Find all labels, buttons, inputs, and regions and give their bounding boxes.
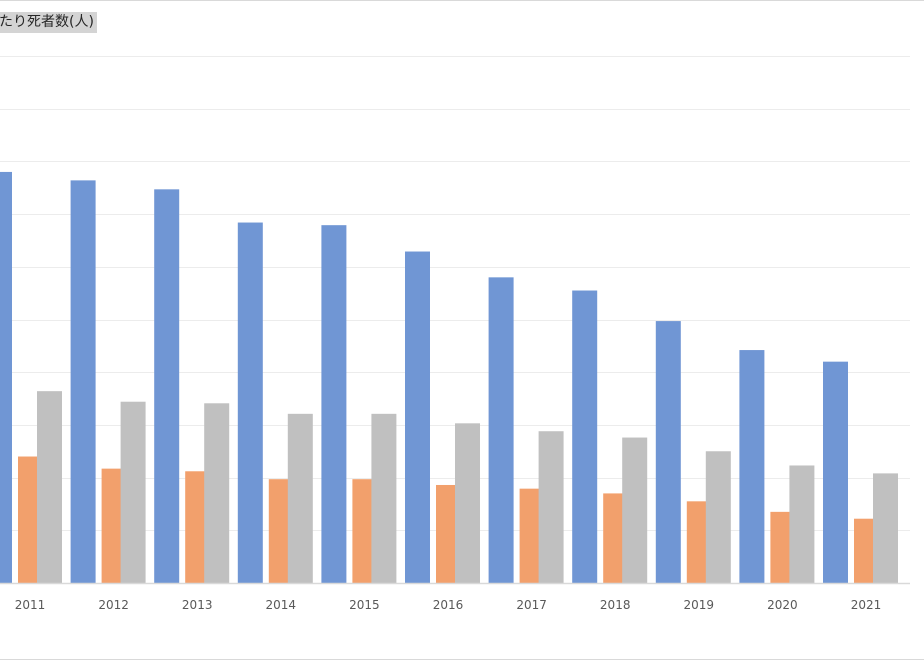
x-tick-label: 2012 (98, 598, 129, 612)
bar-series-1-2015 (321, 225, 347, 584)
bar-series-3-2019 (705, 451, 731, 583)
bar-series-1-2016 (405, 251, 430, 583)
chart-title: たり死者数(人) (0, 12, 97, 33)
x-tick-labels: 2011 2012 2013 2014 2015 2016 2017 2018 2019 2020… (15, 598, 882, 612)
bar-series-1-2021 (823, 361, 848, 583)
bar-series-3-2017 (538, 431, 564, 583)
bar-series-3-2013 (204, 403, 230, 583)
x-tick-label: 2016 (433, 598, 464, 612)
bar-series-1-2019 (655, 321, 681, 583)
bar-series-1-2013 (154, 189, 180, 583)
bar-series-1-2017 (488, 277, 514, 583)
x-tick-label: 2021 (851, 598, 882, 612)
bar-series-3-2020 (789, 465, 815, 583)
x-tick-label: 2014 (266, 598, 297, 612)
bar-series-3-2015 (371, 413, 397, 583)
bar-series-3-2012 (120, 401, 146, 583)
x-tick-label: 2019 (684, 598, 715, 612)
bars (0, 171, 898, 584)
bar-series-3-2011 (37, 391, 62, 583)
bar-series-1-2011 (0, 171, 12, 583)
bar-series-3-2014 (287, 413, 313, 583)
bar-series-1-2012 (70, 180, 96, 583)
bar-series-1-2020 (739, 350, 765, 583)
x-tick-label: 2011 (15, 598, 46, 612)
bar-series-3-2018 (622, 437, 648, 583)
x-tick-label: 2018 (600, 598, 631, 612)
x-tick-label: 2017 (516, 598, 547, 612)
bar-series-3-2016 (455, 423, 480, 583)
bar-series-1-2014 (237, 222, 263, 584)
bar-series-1-2018 (572, 290, 598, 583)
bar-series-3-2021 (873, 473, 898, 583)
x-tick-label: 2020 (767, 598, 798, 612)
gridlines (0, 56, 910, 531)
x-tick-label: 2015 (349, 598, 380, 612)
x-tick-label: 2013 (182, 598, 213, 612)
